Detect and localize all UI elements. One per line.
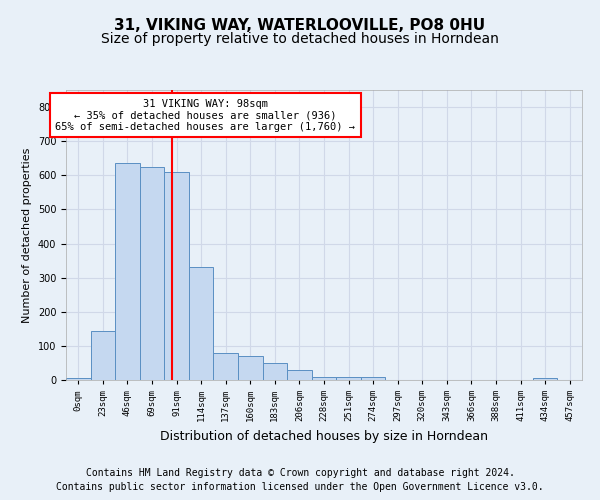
- Bar: [361, 376, 385, 380]
- Bar: [287, 370, 312, 380]
- Bar: [189, 268, 214, 380]
- Y-axis label: Number of detached properties: Number of detached properties: [22, 148, 32, 322]
- Bar: [336, 376, 361, 380]
- Bar: [238, 356, 263, 380]
- Text: Size of property relative to detached houses in Horndean: Size of property relative to detached ho…: [101, 32, 499, 46]
- Text: 31, VIKING WAY, WATERLOOVILLE, PO8 0HU: 31, VIKING WAY, WATERLOOVILLE, PO8 0HU: [115, 18, 485, 32]
- X-axis label: Distribution of detached houses by size in Horndean: Distribution of detached houses by size …: [160, 430, 488, 442]
- Bar: [214, 352, 238, 380]
- Text: Contains public sector information licensed under the Open Government Licence v3: Contains public sector information licen…: [56, 482, 544, 492]
- Text: 31 VIKING WAY: 98sqm
← 35% of detached houses are smaller (936)
65% of semi-deta: 31 VIKING WAY: 98sqm ← 35% of detached h…: [55, 98, 355, 132]
- Bar: [164, 172, 189, 380]
- Text: Contains HM Land Registry data © Crown copyright and database right 2024.: Contains HM Land Registry data © Crown c…: [86, 468, 514, 477]
- Bar: [312, 376, 336, 380]
- Bar: [533, 378, 557, 380]
- Bar: [66, 378, 91, 380]
- Bar: [115, 164, 140, 380]
- Bar: [263, 363, 287, 380]
- Bar: [91, 330, 115, 380]
- Bar: [140, 167, 164, 380]
